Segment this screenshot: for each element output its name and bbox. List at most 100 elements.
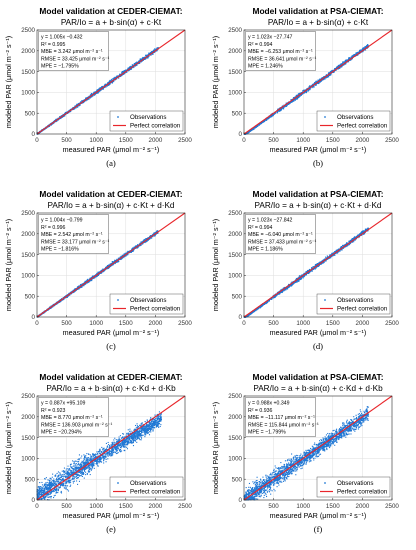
x-tick-label: 1500	[119, 137, 133, 144]
observation-point	[96, 92, 98, 94]
observation-point	[138, 60, 140, 62]
observation-point	[136, 245, 138, 247]
observation-point	[114, 260, 116, 262]
observation-point	[60, 298, 63, 300]
observation-point	[301, 274, 303, 276]
observation-point	[152, 235, 154, 237]
observation-point	[112, 78, 114, 80]
x-tick-label: 2500	[178, 137, 192, 144]
observation-point	[350, 59, 352, 61]
observation-point	[283, 106, 285, 108]
observation-point	[295, 97, 297, 99]
observation-point	[120, 258, 123, 260]
observation-point	[348, 58, 350, 60]
observation-point	[339, 67, 341, 69]
observation-point	[58, 301, 60, 303]
observation-point	[86, 282, 88, 284]
observation-point	[295, 94, 297, 96]
observation-point	[96, 275, 98, 277]
observation-point	[132, 247, 134, 249]
observation-point	[147, 57, 149, 59]
stats-line: MPE = 1.246%	[248, 64, 283, 70]
stats-line: MPE = −1.816%	[41, 247, 79, 253]
observation-point	[328, 72, 330, 74]
observation-point	[77, 285, 80, 287]
observation-point	[337, 68, 339, 70]
observation-point	[106, 265, 109, 267]
observation-point	[145, 238, 148, 240]
observation-point	[78, 288, 80, 290]
observation-point	[298, 276, 300, 278]
observation-point	[129, 249, 131, 252]
observation-point	[89, 277, 91, 279]
observation-point	[124, 70, 126, 72]
model-formula: PAR/Io = a + b·sin(α) + c·Kt + d·Kd	[48, 201, 175, 210]
observation-point	[287, 103, 289, 105]
observation-point	[330, 73, 332, 75]
observation-point	[114, 77, 116, 79]
observation-point	[104, 84, 106, 86]
observation-point	[77, 105, 80, 107]
observation-point	[343, 61, 345, 63]
observation-point	[75, 290, 77, 292]
observation-point	[90, 96, 92, 98]
legend-label-perfect-correlation: Perfect correlation	[130, 306, 181, 313]
observation-point	[136, 247, 138, 249]
observation-point	[315, 267, 317, 269]
chart-panel: Model validation at CEDER-CIEMAT:PAR/Io …	[4, 189, 192, 351]
observation-point	[280, 109, 282, 111]
y-tick-label: 0	[32, 131, 36, 138]
chart-panel: Model validation at CEDER-CIEMAT:PAR/Io …	[4, 6, 192, 168]
observation-point	[111, 261, 114, 263]
observation-point	[302, 89, 305, 91]
observation-point	[350, 57, 353, 59]
observation-point	[69, 292, 71, 294]
observation-point	[66, 296, 68, 298]
observation-point	[300, 94, 302, 96]
observation-point	[288, 102, 290, 105]
observation-point	[336, 66, 338, 68]
observation-point	[107, 265, 109, 267]
observation-point	[315, 80, 317, 82]
observation-point	[95, 274, 97, 276]
observation-point	[258, 123, 260, 126]
observation-point	[150, 54, 152, 56]
y-tick-label: 2500	[21, 27, 35, 34]
observation-point	[155, 48, 157, 50]
x-tick-label: 1500	[119, 320, 133, 327]
observation-point	[88, 281, 90, 283]
x-tick-label: 2000	[149, 137, 163, 144]
observation-point	[110, 82, 112, 84]
observation-point	[361, 48, 363, 51]
observation-point	[101, 86, 103, 88]
stats-line: RMSE = 36.641 μmol m⁻² s⁻¹	[248, 56, 317, 62]
observation-point	[364, 46, 366, 48]
observation-point	[271, 115, 273, 117]
observation-point	[278, 110, 280, 112]
observation-point	[93, 91, 96, 93]
observation-point	[146, 54, 148, 56]
observation-point	[293, 97, 295, 99]
observation-point	[353, 54, 355, 56]
observation-point	[356, 52, 358, 54]
observation-point	[100, 89, 102, 91]
observation-point	[297, 94, 299, 96]
observation-point	[107, 82, 109, 84]
observation-point	[139, 242, 141, 245]
observation-point	[107, 267, 109, 269]
observation-point	[292, 100, 294, 102]
observation-point	[277, 110, 279, 112]
observation-point	[110, 263, 112, 265]
observation-point	[256, 125, 258, 127]
observation-point	[347, 59, 349, 61]
observation-point	[142, 56, 144, 59]
observation-point	[266, 118, 269, 120]
y-tick-label: 0	[239, 131, 243, 138]
y-axis-label: modeled PAR (μmol m⁻² s⁻¹)	[211, 36, 220, 128]
observation-point	[364, 47, 366, 49]
observation-point	[359, 49, 361, 51]
observation-point	[126, 251, 128, 253]
observation-point	[74, 288, 76, 291]
